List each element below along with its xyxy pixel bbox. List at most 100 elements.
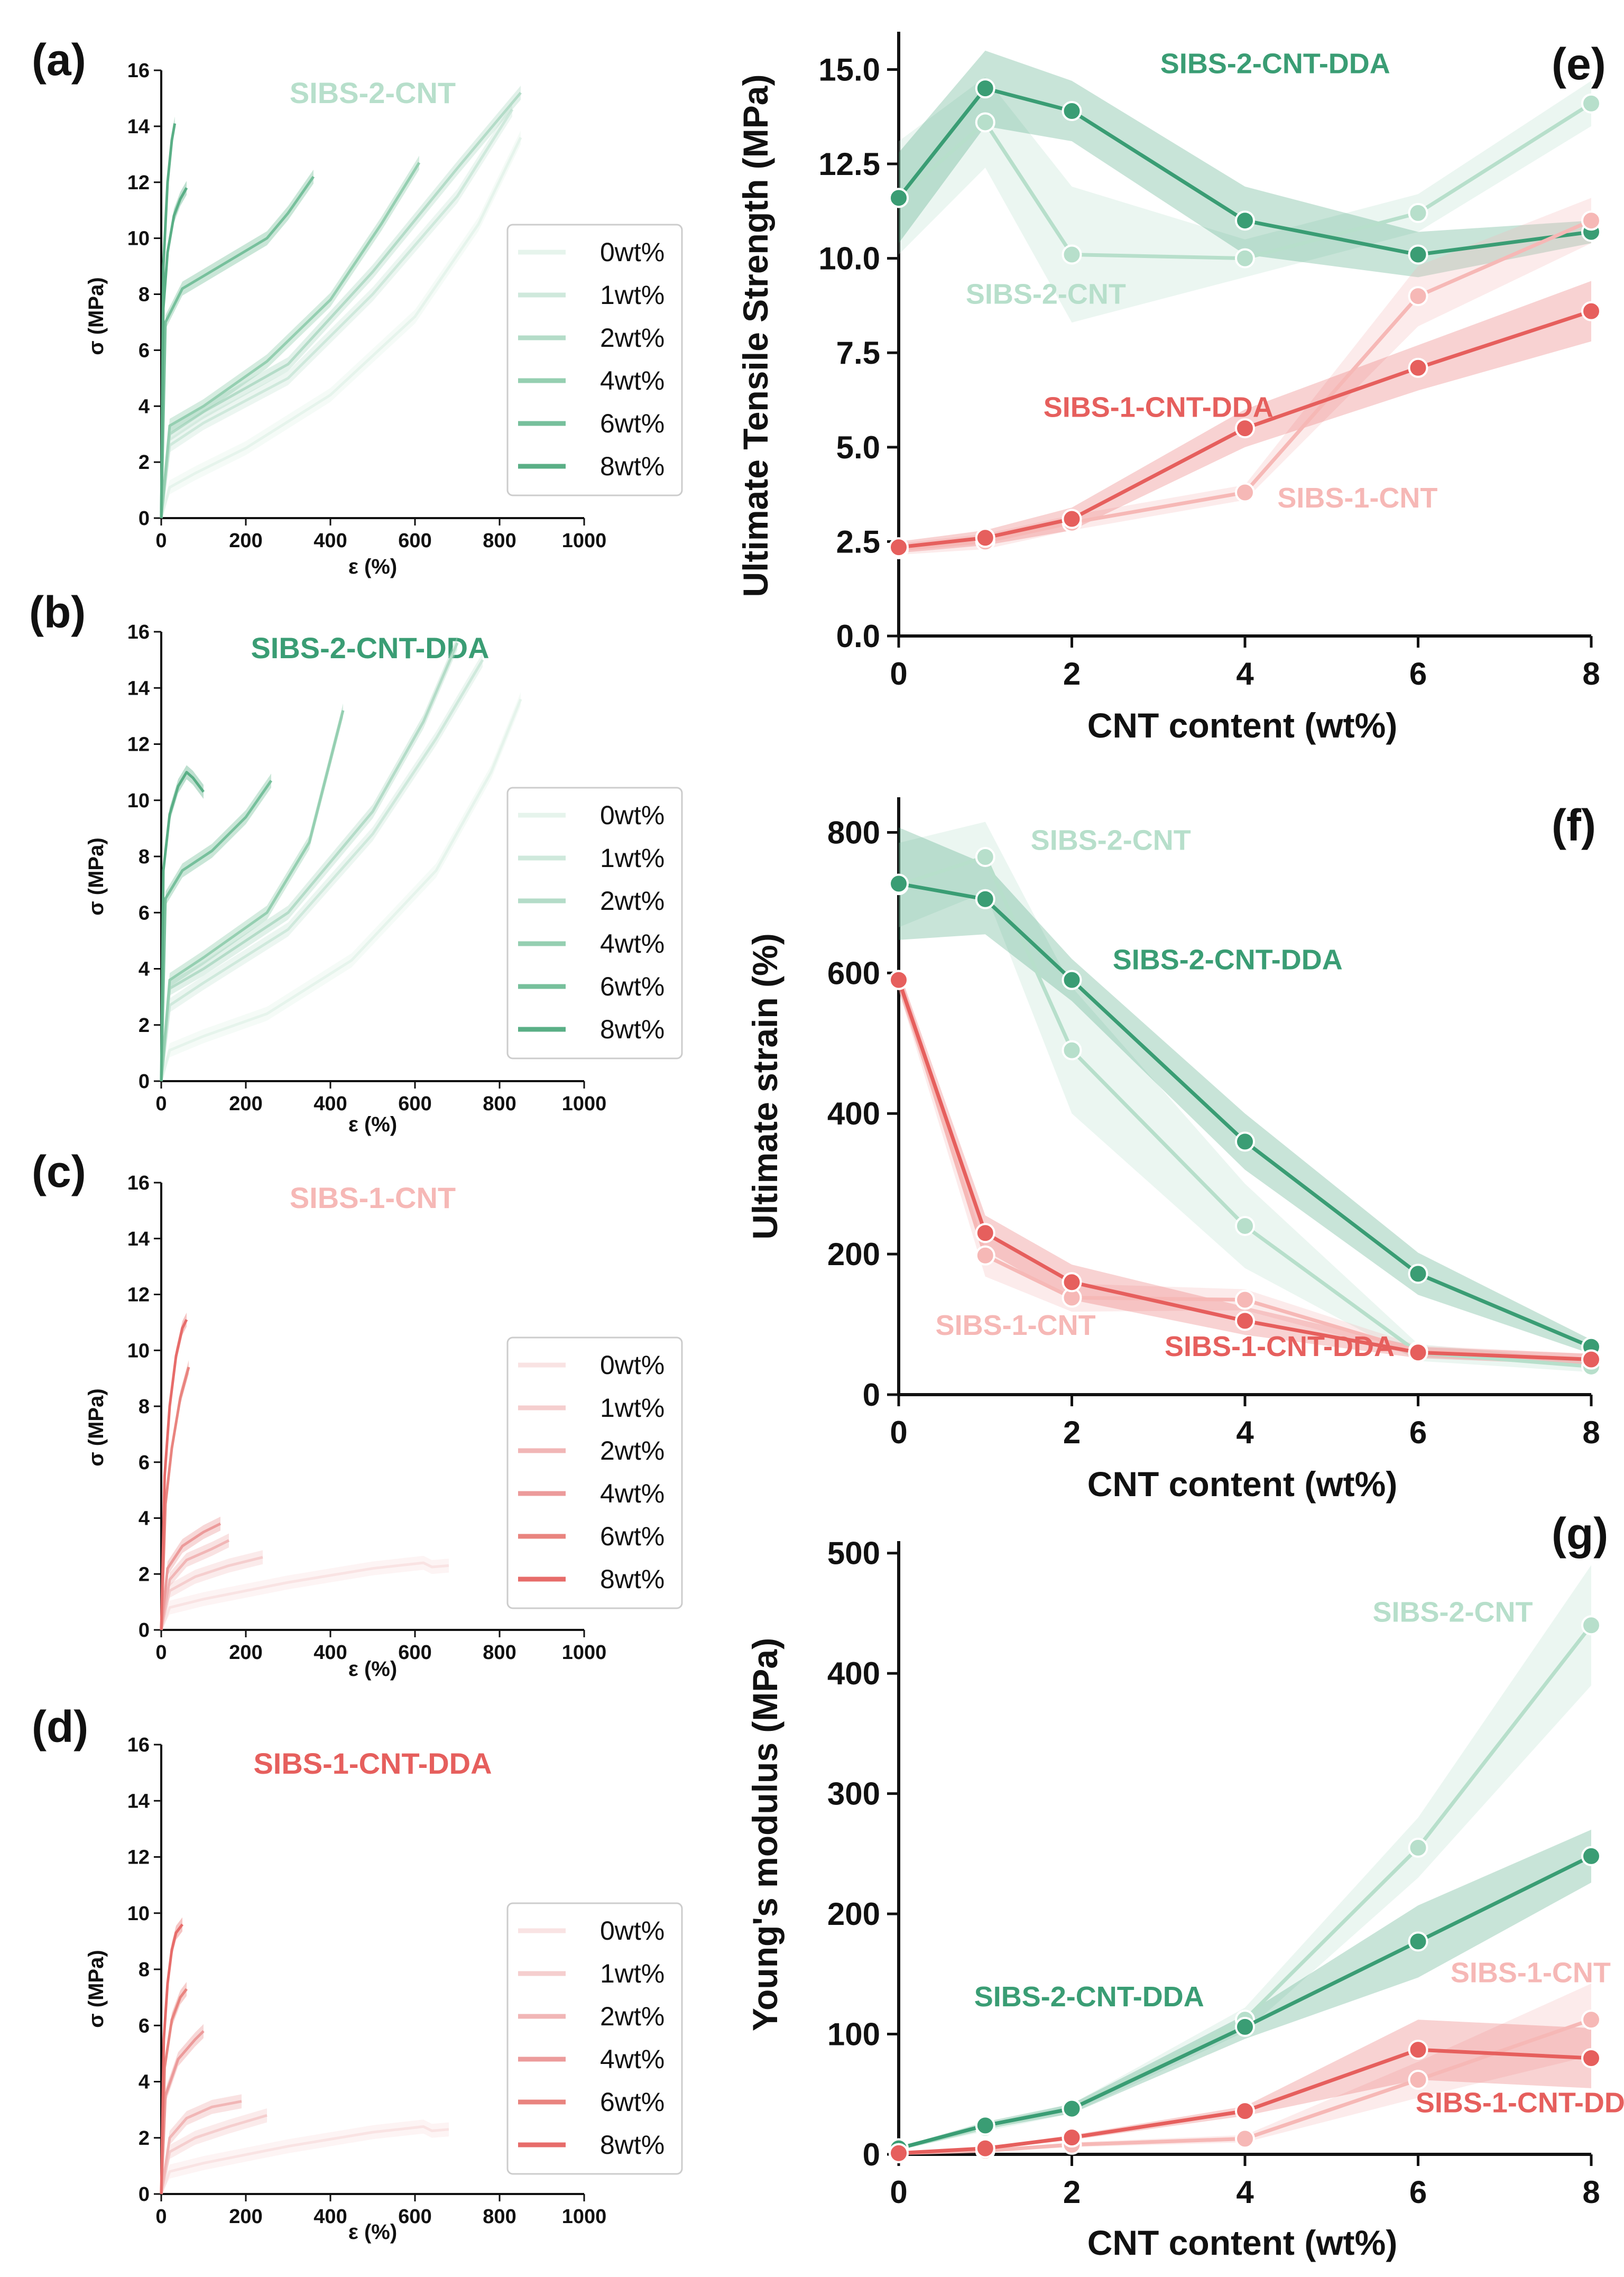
curve-4wt% [160, 162, 421, 519]
y-tick-labels-a: 0 2 4 6 8 10 12 14 16 [127, 60, 150, 530]
x-tick-label: 600 [398, 1642, 431, 1664]
series-label-sibs1_cnt_dda: SIBS-1-CNT-DDA [1416, 2087, 1624, 2118]
line-sibs1_cnt_dda [897, 979, 1592, 1362]
y-tick-label: 16 [127, 60, 150, 82]
x-tick-label: 1000 [562, 2206, 607, 2228]
line-sibs2_cnt [898, 1624, 1593, 2151]
x-tick-label: 400 [313, 1093, 347, 1115]
series-labels-e: SIBS-2-CNT-DDA SIBS-2-CNT SIBS-1-CNT-DDA SI… [966, 48, 1438, 514]
y-tick-label: 16 [127, 1734, 150, 1756]
marker-sibs2_cnt_dda [975, 78, 995, 99]
series-labels-f: SIBS-2-CNT SIBS-2-CNT-DDA SIBS-1-CNT SIBS-1… [936, 825, 1395, 1362]
marker-sibs1_cnt_dda [889, 537, 909, 558]
curve-8wt%-spike [160, 123, 177, 519]
line-sibs1_cnt [898, 218, 1592, 551]
curve-0wt% [160, 136, 522, 519]
panel-title-c: SIBS-1-CNT [290, 1181, 456, 1214]
legend-label: 0wt% [600, 1916, 665, 1946]
curve-band-0wt% [161, 1555, 449, 1630]
marker-sibs1_cnt_dda [1062, 2127, 1082, 2148]
x-tick-label: 200 [229, 1093, 262, 1115]
curve-band-4wt% [161, 2024, 204, 2194]
x-tick-label: 800 [483, 530, 516, 552]
legend-label: 4wt% [600, 366, 665, 395]
series-labels-g: SIBS-2-CNT SIBS-2-CNT-DDA SIBS-1-CNT SIBS-1… [974, 1596, 1624, 2118]
curve-band-0wt% [161, 2119, 449, 2194]
panel-letter-b: (b) [29, 587, 86, 637]
curve-2wt% [160, 2100, 242, 2195]
legend-d: 0wt% 1wt% 2wt% 4wt% 6wt% 8wt% [506, 1902, 683, 2175]
x-tick-label: 400 [313, 1642, 347, 1664]
panel-letter-g: (g) [1552, 1509, 1608, 1559]
y-tick-label: 0 [863, 2137, 880, 2172]
y-tick-label: 600 [827, 955, 880, 991]
panel-d: (d) SIBS-1-CNT-DDA 0 200 400 600 800 1000 0 2 4… [32, 1702, 683, 2244]
y-tick-label: 16 [127, 1172, 150, 1194]
y-tick-label: 4 [139, 1508, 150, 1530]
band-sibs2_cnt_dda [899, 1829, 1591, 2150]
panel-letter-f: (f) [1552, 800, 1596, 850]
y-tick-label: 4 [139, 395, 150, 418]
x-axis-title-c: ε (%) [348, 1657, 397, 1681]
x-tick-label: 8 [1582, 656, 1600, 692]
marker-sibs2_cnt_dda [975, 889, 995, 909]
legend-label: 0wt% [600, 237, 665, 267]
curve-band-1wt% [161, 1550, 263, 1630]
x-tick-label: 600 [398, 1093, 431, 1115]
y-axis-title-a: σ (MPa) [85, 277, 108, 355]
marker-sibs2_cnt_dda [1408, 1931, 1428, 1952]
marker-sibs2_cnt_dda [889, 873, 909, 894]
marker-sibs1_cnt [1408, 286, 1428, 307]
curve-8wt% [160, 771, 205, 1082]
curve-band-1wt% [161, 2108, 267, 2194]
y-tick-label: 12 [127, 172, 150, 194]
x-tick-label: 6 [1409, 2174, 1427, 2210]
legend-label: 8wt% [600, 451, 665, 481]
marker-sibs2_cnt_dda [1062, 101, 1082, 122]
curve-band-2wt% [161, 86, 521, 519]
y-tick-label: 10 [127, 1903, 150, 1925]
x-tick-label: 2 [1063, 656, 1081, 692]
x-tick-label: 0 [155, 2206, 167, 2228]
curve-8wt% [160, 1923, 183, 2195]
marker-sibs2_cnt [1408, 202, 1428, 223]
legend-label: 2wt% [600, 1436, 665, 1465]
curve-0wt% [160, 698, 522, 1082]
y-tick-label: 12 [127, 1284, 150, 1306]
plot-area-c [154, 1182, 585, 1637]
marker-sibs2_cnt [1235, 248, 1255, 269]
marker-sibs1_cnt_dda [1408, 1342, 1428, 1363]
marker-sibs2_cnt_dda [1235, 210, 1255, 231]
x-axis-title-d: ε (%) [348, 2220, 397, 2244]
x-tick-label: 800 [483, 2206, 516, 2228]
marker-sibs1_cnt_dda [1408, 2040, 1428, 2060]
legend-label: 8wt% [600, 1564, 665, 1594]
y-tick-label: 12 [127, 1847, 150, 1869]
series-label-sibs2_cnt: SIBS-2-CNT [1031, 825, 1191, 856]
y-tick-label: 6 [139, 339, 150, 362]
series-label-sibs1_cnt: SIBS-1-CNT [936, 1310, 1096, 1341]
y-tick-label: 6 [139, 902, 150, 924]
marker-sibs1_cnt_dda [1235, 2101, 1255, 2122]
x-tick-label: 6 [1409, 656, 1427, 692]
y-tick-label: 14 [127, 1228, 150, 1250]
panel-c: (c) SIBS-1-CNT 0 200 400 600 800 1000 0 2 4 6 8 10… [32, 1147, 683, 1681]
y-tick-label: 0.0 [836, 619, 880, 654]
plot-area-f [887, 797, 1601, 1406]
y-tick-label: 14 [127, 677, 150, 699]
marker-sibs2_cnt [975, 112, 995, 133]
series-label-sibs2_cnt_dda: SIBS-2-CNT-DDA [1160, 48, 1390, 80]
panel-letter-c: (c) [32, 1147, 86, 1196]
legend-label: 1wt% [600, 843, 665, 873]
x-tick-labels-a: 0 200 400 600 800 1000 [155, 530, 606, 552]
x-tick-label: 600 [398, 530, 431, 552]
y-axis-title-b: σ (MPa) [85, 837, 108, 915]
y-tick-label: 8 [139, 1396, 150, 1418]
band-sibs1_cnt_dda [899, 969, 1591, 1366]
plot-area-b [154, 631, 585, 1089]
panel-letter-a: (a) [32, 35, 86, 85]
